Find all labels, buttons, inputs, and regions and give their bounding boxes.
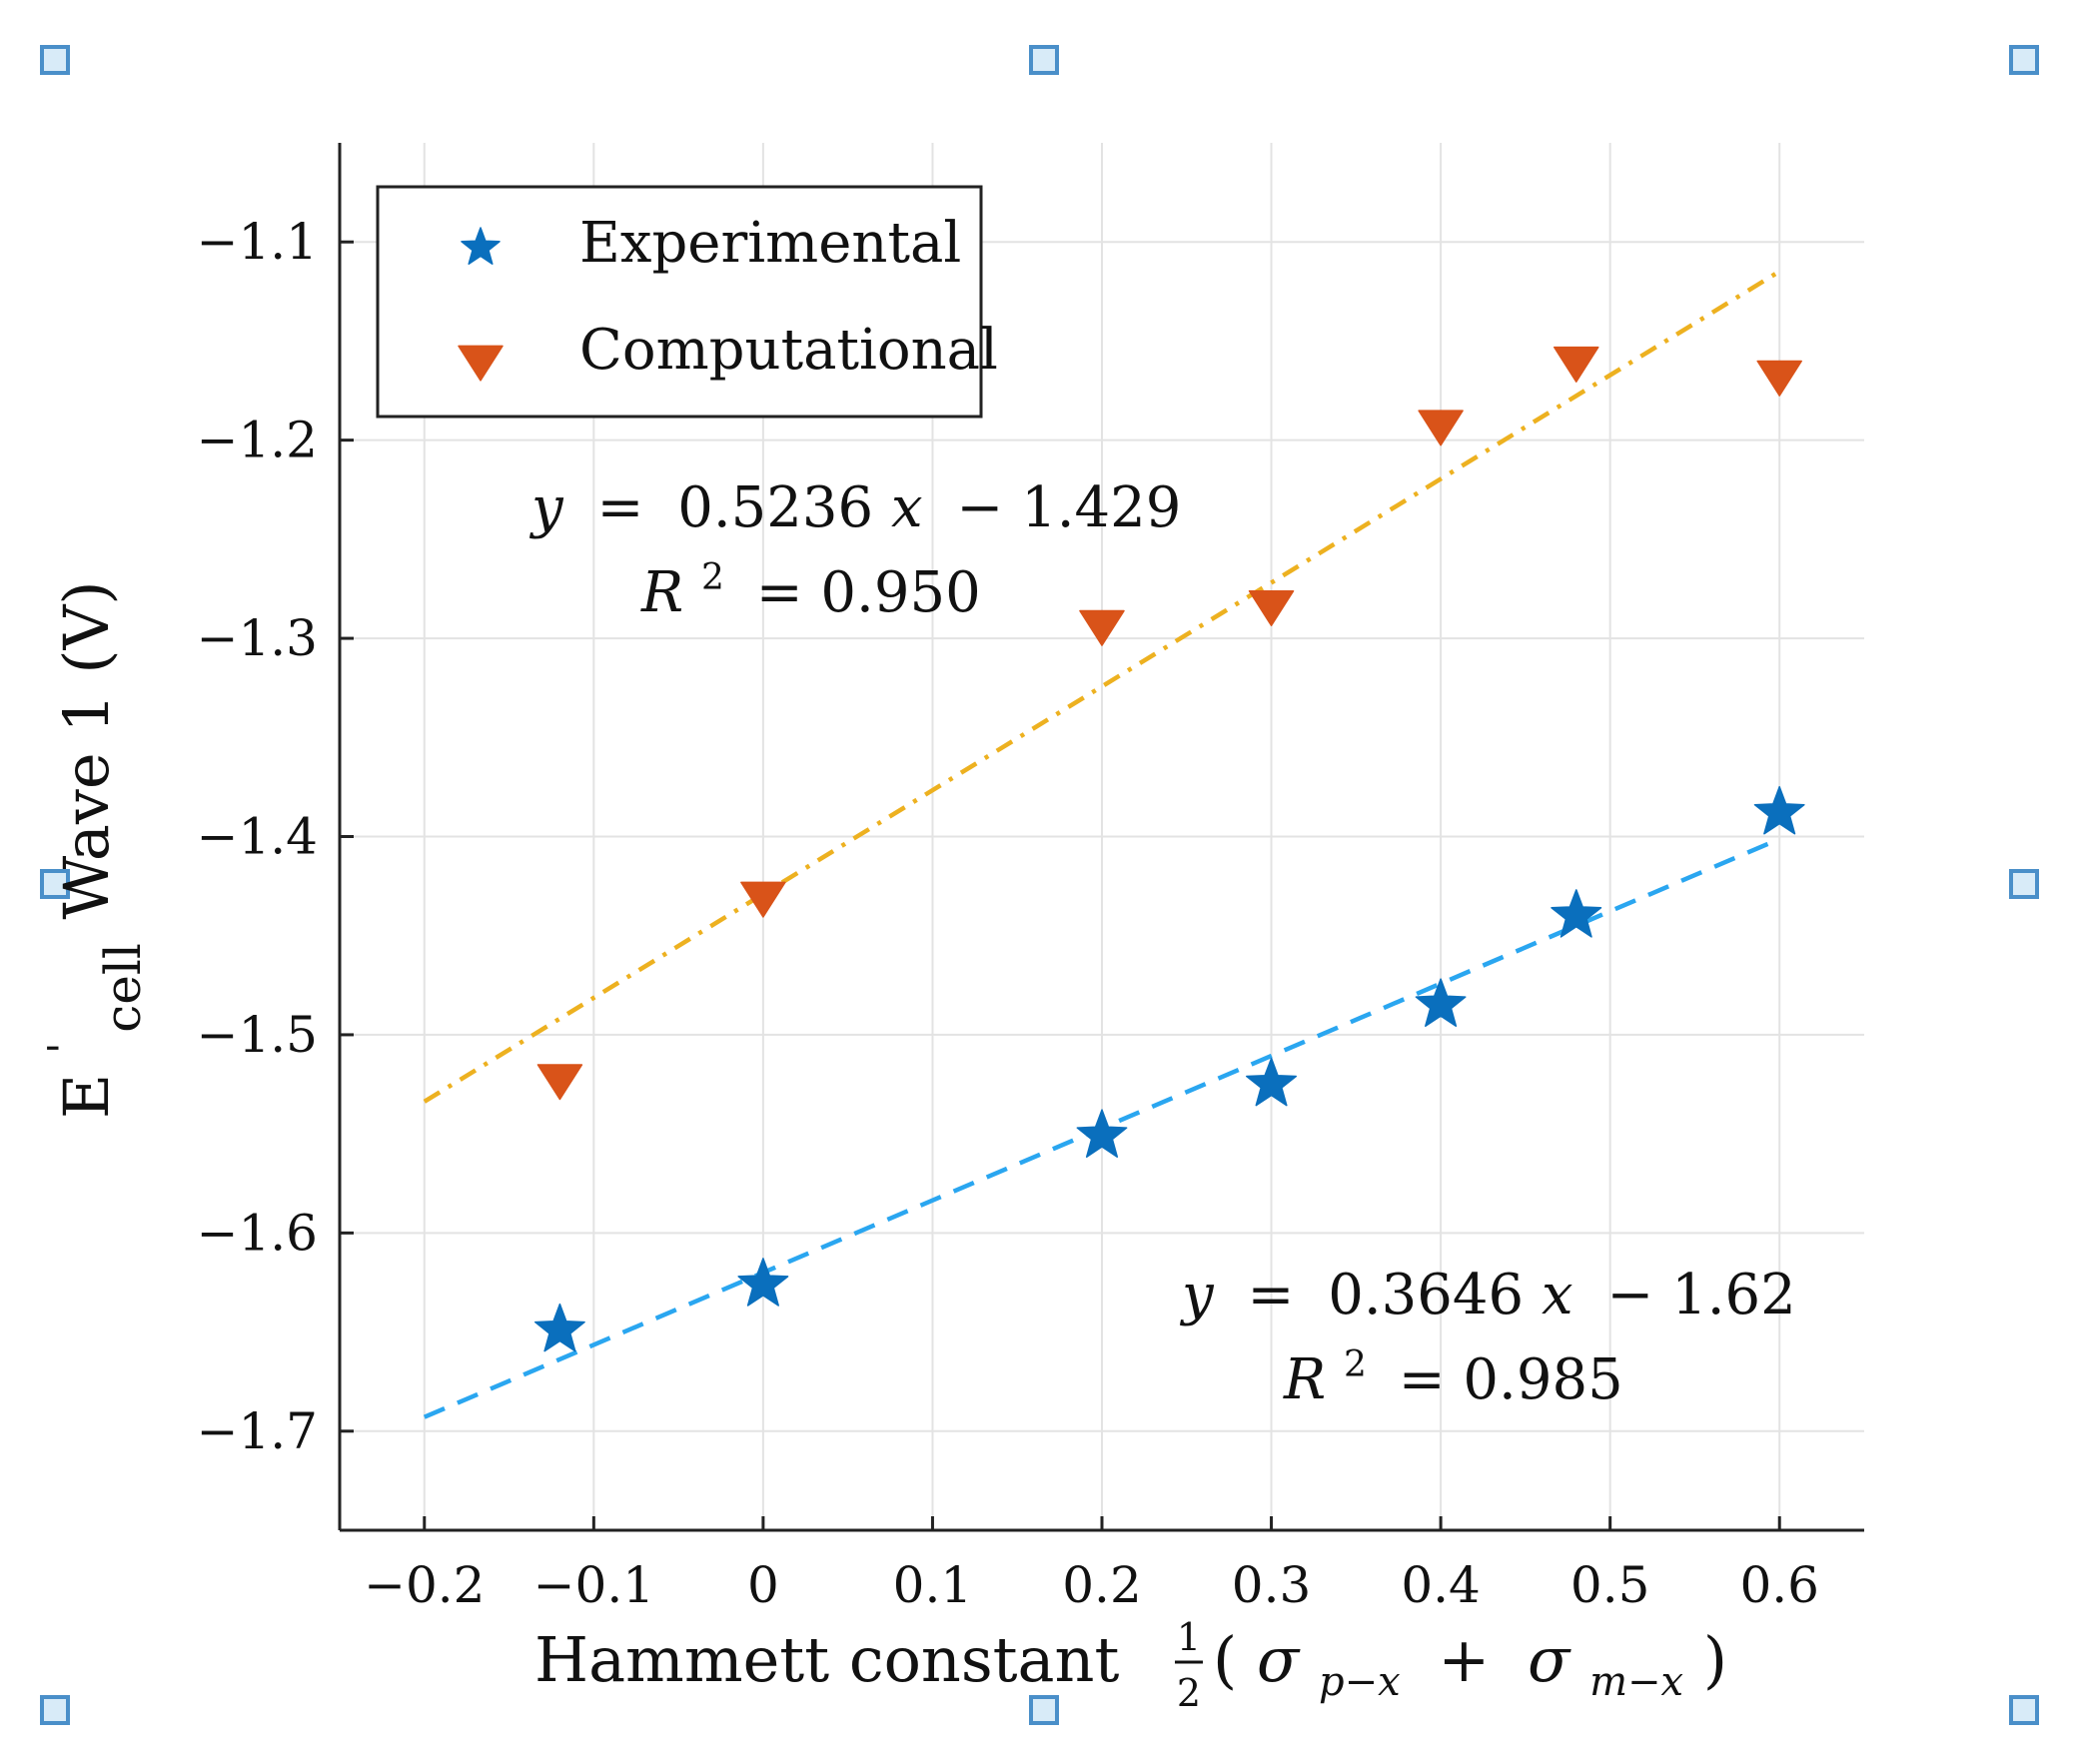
point-computational bbox=[536, 1064, 583, 1101]
y-tick-label: −1.6 bbox=[197, 1204, 318, 1262]
y-tick-label: −1.3 bbox=[197, 609, 318, 667]
legend-marker-experimental bbox=[461, 227, 501, 265]
y-tick-label: −1.4 bbox=[197, 808, 318, 866]
equation-line-experimental: y = 0.3646 x − 1.62 bbox=[1179, 1263, 1796, 1327]
legend: Experimental Computational bbox=[376, 185, 998, 419]
eq-equals: = bbox=[1247, 1263, 1294, 1327]
eq-var: x bbox=[1542, 1263, 1573, 1327]
r2-label: R bbox=[1283, 1347, 1326, 1412]
y-axis-title: E ' cell Wave 1 (V) bbox=[20, 580, 155, 1119]
legend-box bbox=[376, 185, 983, 419]
selection-handles bbox=[40, 45, 2039, 1725]
x-axis-title-text: Hammett constant bbox=[534, 1623, 1119, 1696]
data-markers bbox=[533, 346, 1805, 1352]
selection-handle-icon bbox=[40, 45, 70, 75]
legend-label-computational: Computational bbox=[579, 318, 998, 383]
r2-label: R bbox=[640, 560, 683, 625]
point-experimental bbox=[533, 1303, 585, 1352]
point-computational bbox=[1554, 346, 1599, 383]
point-experimental bbox=[1415, 978, 1467, 1027]
selection-handle-icon bbox=[40, 869, 70, 899]
x-tick-label: 0.1 bbox=[893, 1556, 973, 1614]
y-tick-label: −1.7 bbox=[197, 1402, 318, 1460]
x-tick-label: −0.1 bbox=[533, 1556, 654, 1614]
y-axis-rest: Wave 1 (V) bbox=[50, 580, 123, 919]
r2-line-computational: R 2 = 0.950 bbox=[640, 538, 981, 625]
r2-value: = 0.950 bbox=[756, 560, 981, 625]
x-axis-sigma-2: σ bbox=[1528, 1623, 1571, 1696]
x-axis-sub-1: p−x bbox=[1319, 1659, 1401, 1705]
y-tick-label: −1.2 bbox=[197, 412, 318, 469]
eq-var: x bbox=[891, 475, 923, 540]
y-axis-prime: ' bbox=[39, 1042, 88, 1054]
x-axis-title: Hammett constant 1 2 ( σ p−x + σ m−x ) bbox=[534, 1615, 1727, 1715]
legend-marker-computational bbox=[458, 345, 504, 382]
x-axis-open-paren: ( bbox=[1213, 1623, 1237, 1696]
point-computational bbox=[1079, 609, 1125, 646]
y-tick-label: −1.5 bbox=[197, 1006, 318, 1064]
point-experimental bbox=[1246, 1057, 1298, 1107]
eq-equals: = bbox=[596, 475, 643, 540]
eq-coef: 0.3646 bbox=[1328, 1263, 1524, 1327]
x-axis-close-paren: ) bbox=[1703, 1623, 1727, 1696]
x-axis-sigma-1: σ bbox=[1257, 1623, 1301, 1696]
eq-const: − 1.429 bbox=[956, 475, 1181, 540]
x-tick-label: −0.2 bbox=[364, 1556, 485, 1614]
x-axis-plus: + bbox=[1438, 1623, 1490, 1696]
selection-handle-icon bbox=[2009, 869, 2039, 899]
legend-triangle-icon bbox=[458, 345, 504, 382]
r2-sup: 2 bbox=[701, 557, 724, 598]
selection-handle-icon bbox=[40, 1695, 70, 1725]
selection-handle-icon bbox=[1029, 45, 1059, 75]
point-computational bbox=[1248, 589, 1295, 626]
x-tick-label: 0.6 bbox=[1739, 1556, 1819, 1614]
x-axis-frac-den: 2 bbox=[1177, 1671, 1201, 1715]
x-tick-label: 0 bbox=[747, 1556, 779, 1614]
selection-handle-icon bbox=[2009, 1695, 2039, 1725]
x-tick-label: 0.2 bbox=[1062, 1556, 1142, 1614]
x-axis-sub-2: m−x bbox=[1589, 1659, 1683, 1705]
y-ticks: −1.1 −1.2 −1.3 −1.4 −1.5 −1.6 −1.7 bbox=[197, 213, 354, 1460]
legend-star-icon bbox=[461, 227, 501, 265]
eq-lhs: y bbox=[1179, 1263, 1215, 1327]
r2-sup: 2 bbox=[1344, 1344, 1367, 1385]
selection-handle-icon bbox=[1029, 1695, 1059, 1725]
legend-label-experimental: Experimental bbox=[579, 211, 961, 276]
point-computational bbox=[1756, 360, 1802, 397]
y-axis-e: E bbox=[50, 1074, 123, 1119]
r2-value: = 0.985 bbox=[1399, 1347, 1623, 1412]
r2-line-experimental: R 2 = 0.985 bbox=[1283, 1325, 1623, 1412]
point-experimental bbox=[1753, 785, 1805, 835]
x-axis-frac-num: 1 bbox=[1177, 1615, 1201, 1659]
eq-lhs: y bbox=[528, 475, 564, 540]
point-computational bbox=[1418, 410, 1464, 446]
point-experimental bbox=[1551, 889, 1602, 938]
y-axis-sub: cell bbox=[94, 943, 152, 1033]
x-tick-label: 0.3 bbox=[1232, 1556, 1312, 1614]
x-axis-math: ( σ p−x + σ m−x ) bbox=[1213, 1623, 1727, 1710]
eq-const: − 1.62 bbox=[1606, 1263, 1795, 1327]
point-computational bbox=[740, 881, 786, 918]
y-axis-title-text: E ' cell Wave 1 (V) bbox=[20, 580, 155, 1119]
equation-line-computational: y = 0.5236 x − 1.429 bbox=[528, 475, 1181, 540]
equation-experimental: y = 0.3646 x − 1.62 R 2 = 0.985 bbox=[1179, 1263, 1796, 1412]
point-experimental bbox=[737, 1258, 789, 1307]
fit-line-computational bbox=[423, 269, 1781, 1104]
eq-coef: 0.5236 bbox=[677, 475, 873, 540]
point-experimental bbox=[1076, 1109, 1128, 1158]
selection-handle-icon bbox=[2009, 45, 2039, 75]
x-ticks: −0.2 −0.1 0 0.1 0.2 0.3 0.4 0.5 0.6 bbox=[364, 1516, 1819, 1614]
y-tick-label: −1.1 bbox=[197, 213, 318, 271]
x-tick-label: 0.4 bbox=[1401, 1556, 1481, 1614]
x-tick-label: 0.5 bbox=[1570, 1556, 1650, 1614]
equation-computational: y = 0.5236 x − 1.429 R 2 = 0.950 bbox=[528, 475, 1181, 625]
